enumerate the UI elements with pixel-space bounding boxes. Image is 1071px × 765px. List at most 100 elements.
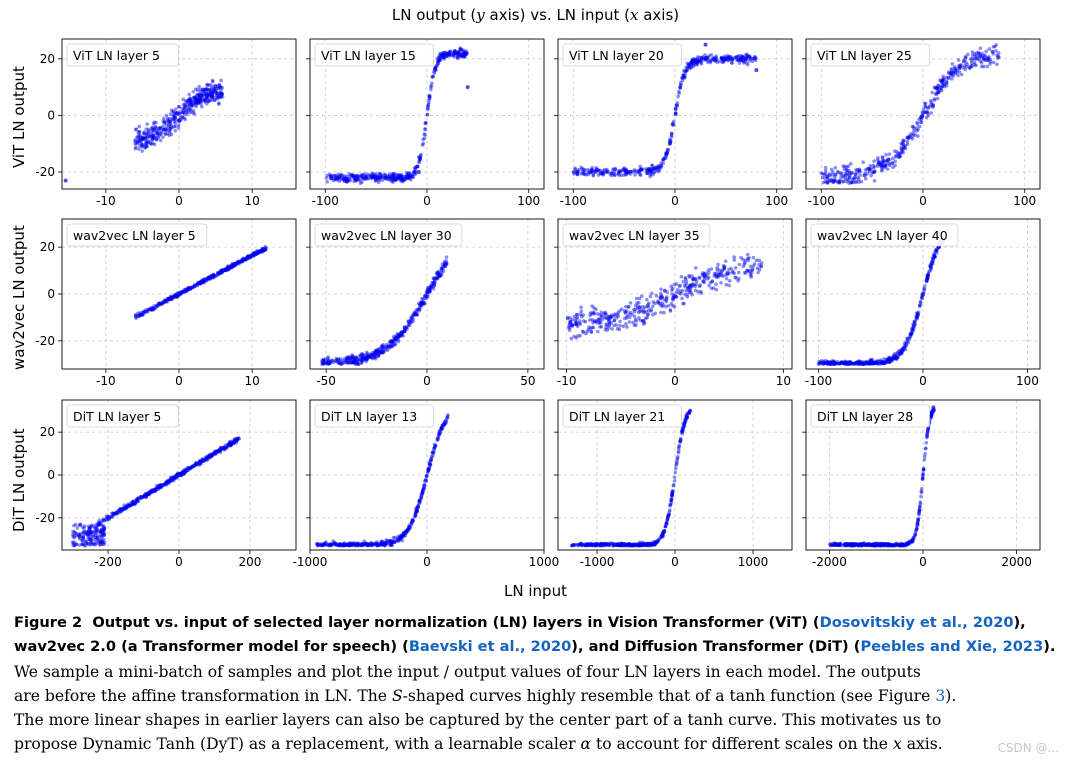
- data-point: [831, 360, 835, 365]
- data-point: [144, 493, 149, 498]
- data-point: [429, 458, 433, 462]
- data-point: [198, 93, 202, 98]
- data-point: [399, 172, 404, 177]
- data-point: [377, 350, 382, 355]
- data-point: [423, 294, 427, 299]
- data-point: [222, 445, 226, 450]
- data-point: [737, 61, 742, 65]
- data-point: [149, 306, 153, 310]
- data-point: [940, 78, 945, 83]
- data-point: [133, 138, 137, 142]
- data-point: [428, 289, 432, 293]
- data-point: [698, 283, 703, 288]
- data-point: [367, 542, 372, 546]
- data-point: [364, 542, 369, 547]
- data-point: [636, 170, 641, 175]
- data-point: [400, 174, 404, 179]
- data-point: [199, 97, 203, 101]
- data-point: [660, 295, 665, 299]
- data-point: [575, 315, 580, 320]
- data-point: [338, 362, 343, 366]
- data-point: [406, 172, 411, 177]
- data-point: [372, 355, 376, 360]
- data-point: [399, 534, 404, 538]
- data-point: [974, 56, 979, 61]
- data-point: [670, 493, 674, 498]
- data-point: [206, 455, 210, 460]
- data-point: [244, 256, 249, 261]
- data-point: [874, 360, 878, 365]
- data-point: [633, 169, 638, 173]
- data-point: [436, 271, 441, 276]
- data-point: [158, 485, 163, 490]
- data-point: [452, 52, 456, 56]
- data-point: [978, 59, 982, 63]
- data-point: [433, 66, 438, 70]
- data-point: [909, 331, 913, 335]
- data-point: [203, 93, 208, 98]
- data-point: [632, 169, 636, 174]
- data-point: [629, 169, 634, 174]
- data-point: [858, 173, 862, 178]
- data-point: [412, 311, 416, 315]
- data-point: [951, 72, 955, 77]
- data-point: [887, 162, 892, 166]
- data-point: [846, 361, 850, 366]
- data-point: [827, 179, 831, 184]
- data-point: [247, 255, 251, 260]
- x-tick-label: 0: [423, 194, 431, 208]
- data-point: [867, 167, 872, 171]
- data-point: [687, 65, 692, 70]
- data-point: [228, 442, 232, 447]
- data-point: [173, 107, 178, 111]
- data-point: [375, 541, 379, 546]
- data-point: [419, 494, 423, 499]
- data-point: [822, 360, 827, 365]
- data-point: [940, 84, 944, 89]
- data-point: [839, 360, 844, 364]
- data-point: [227, 441, 232, 446]
- data-point: [636, 543, 640, 548]
- data-point: [435, 277, 439, 281]
- data-point: [954, 70, 958, 75]
- data-point: [176, 119, 180, 123]
- data-point: [669, 500, 674, 505]
- data-point: [185, 99, 190, 103]
- data-point: [119, 508, 124, 513]
- data-point: [149, 490, 153, 494]
- data-point: [254, 249, 258, 254]
- data-point: [660, 534, 665, 538]
- data-point: [759, 261, 764, 265]
- data-point: [590, 542, 595, 547]
- subplot-title: DiT LN layer 13: [321, 409, 417, 424]
- data-point: [176, 112, 181, 117]
- data-point: [894, 355, 899, 359]
- data-point: [872, 170, 876, 174]
- data-point: [391, 180, 396, 184]
- data-point: [639, 542, 644, 546]
- data-point: [396, 534, 400, 539]
- data-point: [427, 285, 432, 290]
- data-point: [848, 361, 853, 366]
- data-point: [378, 172, 382, 176]
- data-point: [857, 361, 861, 366]
- data-point: [369, 355, 373, 360]
- data-point: [444, 261, 449, 266]
- data-point: [199, 279, 204, 284]
- data-point: [385, 538, 390, 543]
- data-point: [345, 356, 350, 360]
- data-point: [818, 361, 823, 366]
- data-point: [214, 86, 218, 91]
- data-point: [708, 60, 713, 65]
- data-point: [615, 543, 620, 547]
- data-point: [147, 492, 152, 497]
- data-point: [569, 336, 574, 341]
- data-point: [429, 85, 433, 89]
- data-point: [648, 166, 653, 171]
- data-point: [319, 543, 324, 547]
- data-point: [132, 502, 137, 506]
- data-point: [579, 314, 584, 319]
- data-point: [317, 542, 321, 547]
- data-point: [186, 287, 190, 292]
